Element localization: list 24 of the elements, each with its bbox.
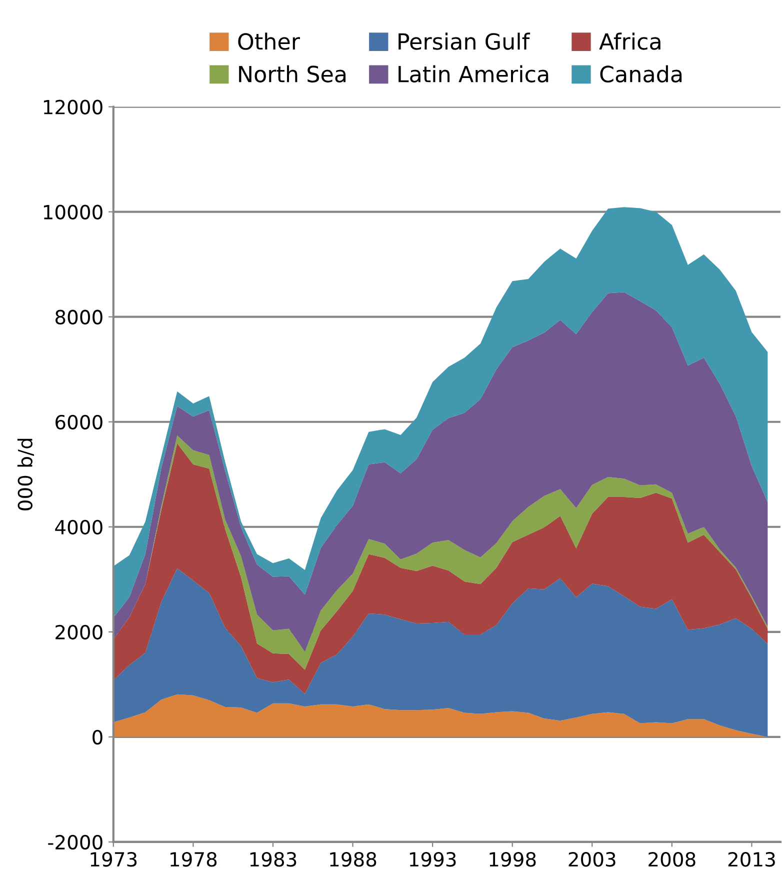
- y-tick-label: 4000: [55, 520, 102, 535]
- x-tick-label: 1998: [490, 852, 536, 867]
- y-tick-label: 8000: [56, 310, 102, 325]
- x-tick-label: 2003: [568, 852, 616, 867]
- legend-label: Persian Gulf: [398, 32, 530, 50]
- legend-label: Canada: [600, 65, 682, 82]
- y-tick-label: 12000: [44, 100, 102, 114]
- y-tick-label: 0: [92, 730, 102, 745]
- legend-label: Latin America: [398, 65, 548, 82]
- legend-label: Other: [238, 32, 300, 50]
- y-tick-label: 2000: [56, 624, 102, 640]
- y-axis-title: 000 b/d: [17, 438, 34, 510]
- x-tick-label: 1993: [410, 852, 456, 867]
- y-tick-label: 6000: [56, 414, 102, 430]
- x-tick-label: 2013: [728, 852, 775, 867]
- x-tick-label: 1978: [170, 852, 217, 867]
- x-tick-label: 1973: [90, 852, 137, 867]
- y-tick-label: -2000: [48, 834, 102, 850]
- x-tick-label: 1983: [250, 852, 296, 867]
- x-tick-label: 1988: [330, 852, 376, 867]
- legend-label: North Sea: [239, 65, 346, 82]
- x-tick-label: 2008: [648, 852, 696, 867]
- y-tick-label: 10000: [44, 204, 102, 220]
- legend-label: Africa: [599, 32, 660, 50]
